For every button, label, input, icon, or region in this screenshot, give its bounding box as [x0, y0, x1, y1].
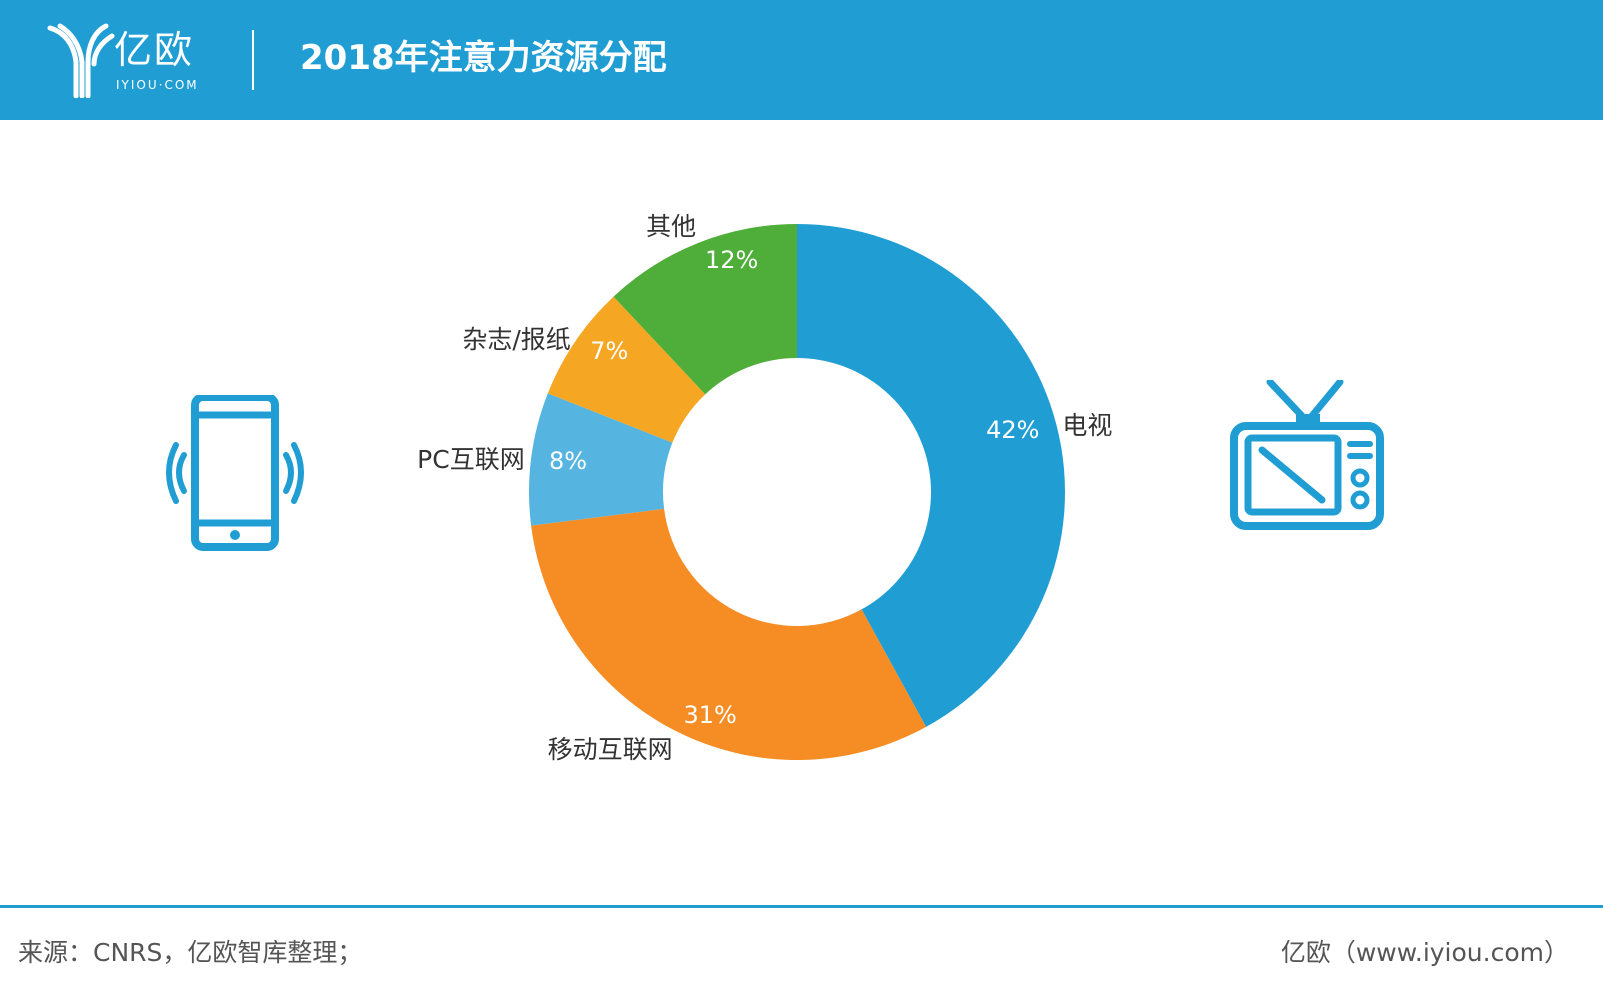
value-label-pc-internet: 8%	[548, 446, 588, 475]
site-credit: 亿欧（www.iyiou.com）	[1280, 938, 1569, 967]
slice-other	[613, 224, 797, 395]
category-label-magazine-newspaper: 杂志/报纸	[462, 324, 571, 354]
chart-canvas	[529, 224, 1065, 760]
category-label-pc-internet: PC互联网	[417, 444, 525, 474]
value-label-other: 12%	[704, 245, 759, 274]
header-divider	[252, 30, 254, 90]
slice-magazine-newspaper	[547, 296, 706, 443]
smartphone-icon	[166, 395, 304, 551]
logo-text-cn: 亿欧	[114, 28, 195, 72]
slice-mobile-internet	[531, 508, 927, 760]
page-title: 2018年注意力资源分配	[300, 38, 667, 78]
value-label-mobile-internet: 31%	[683, 700, 737, 729]
category-label-other: 其他	[646, 212, 697, 242]
logo-text-en: IYIOU·COM	[116, 78, 199, 92]
value-label-magazine-newspaper: 7%	[590, 337, 629, 366]
slice-pc-internet	[529, 393, 673, 526]
tv-icon	[1230, 380, 1384, 530]
slice-tv	[797, 224, 1065, 727]
source-note: 来源：CNRS，亿欧智库整理；	[18, 938, 363, 967]
donut-chart: 42% 电视 31% 移动互联网 8% PC互联网 7% 杂志/报纸 12% 其他	[0, 120, 1603, 910]
category-label-mobile-internet: 移动互联网	[547, 735, 673, 765]
footer-divider	[0, 905, 1603, 908]
category-label-tv: 电视	[1062, 410, 1113, 440]
brand-logo: 亿欧 IYIOU·COM	[46, 22, 216, 102]
logo-mark-icon	[47, 23, 115, 98]
header-bar: 亿欧 IYIOU·COM 2018年注意力资源分配	[0, 0, 1603, 120]
value-label-tv: 42%	[986, 415, 1040, 444]
